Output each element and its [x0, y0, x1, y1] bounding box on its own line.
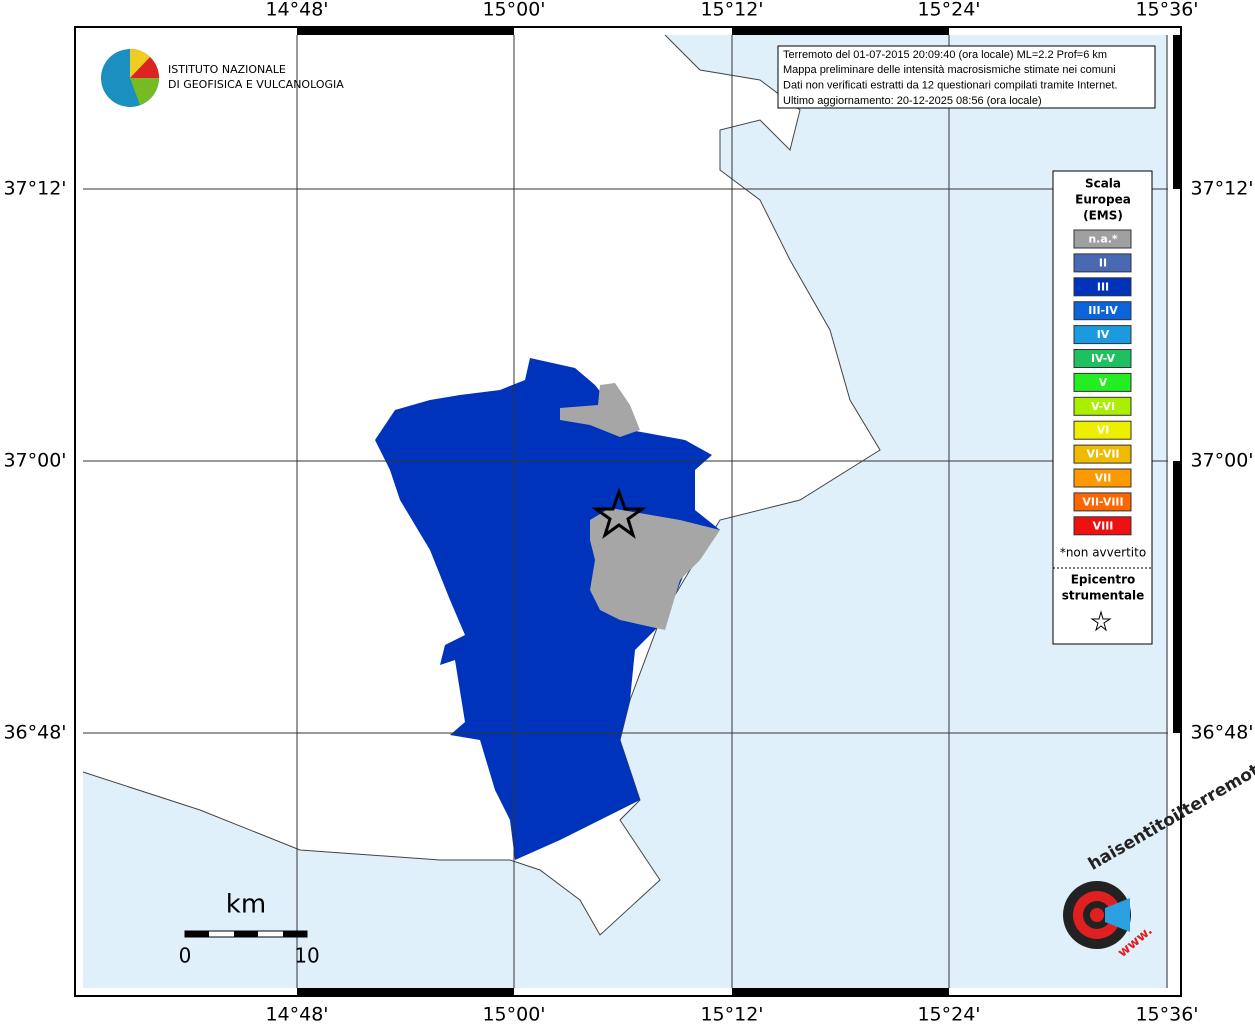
legend-title: Scala — [1085, 177, 1121, 191]
legend-label: IV — [1097, 328, 1110, 341]
lon-label: 15°24' — [917, 0, 980, 21]
scale-unit: km — [226, 890, 266, 920]
legend-label: VII-VIII — [1082, 495, 1123, 508]
legend-label: V-VI — [1091, 400, 1115, 413]
legend-swatch — [1073, 468, 1132, 488]
frame-bar — [297, 988, 514, 996]
lon-label: 15°12' — [700, 0, 763, 21]
legend-label: VI-VII — [1086, 448, 1119, 461]
info-line: Dati non verificati estratti da 12 quest… — [783, 80, 1117, 92]
scale-tick: 0 — [179, 944, 192, 968]
legend-label: III — [1097, 280, 1109, 293]
legend-swatch — [1073, 492, 1132, 512]
lon-label: 15°00' — [482, 1004, 545, 1025]
lon-label: 15°36' — [1135, 1004, 1198, 1025]
legend-swatch — [1073, 516, 1132, 536]
legend-swatch — [1073, 253, 1132, 273]
legend-swatch — [1073, 420, 1132, 440]
lat-label: 36°48' — [1190, 722, 1253, 744]
legend-swatch — [1073, 229, 1132, 249]
legend-label: II — [1099, 256, 1107, 269]
info-box — [777, 45, 1156, 109]
lon-label: 14°48' — [265, 0, 328, 21]
frame-bar — [1173, 461, 1181, 733]
legend-label: VII — [1095, 472, 1112, 485]
legend-epicenter: Epicentro — [1071, 573, 1136, 587]
legend-star — [1090, 610, 1112, 632]
legend-swatch — [1073, 325, 1132, 345]
lon-label: 15°00' — [482, 0, 545, 21]
lon-label: 15°12' — [700, 1004, 763, 1025]
lat-label: 36°48' — [3, 722, 66, 744]
legend-title: Europea — [1075, 193, 1131, 207]
lat-label: 37°00' — [1190, 450, 1253, 472]
legend-swatch — [1073, 301, 1132, 321]
lon-label: 15°36' — [1135, 0, 1198, 21]
legend-epicenter: strumentale — [1062, 589, 1145, 603]
lat-label: 37°12' — [1190, 178, 1253, 200]
info-line: Ultimo aggiornamento: 20-12-2025 08:56 (… — [783, 95, 1042, 107]
info-line: Terremoto del 01-07-2015 20:09:40 (ora l… — [783, 49, 1107, 61]
legend-swatch — [1073, 349, 1132, 368]
scale-bar: km 0 10 — [179, 890, 320, 968]
legend-label: n.a.* — [1088, 233, 1118, 246]
legend-swatch — [1073, 396, 1132, 416]
legend-note: *non avvertito — [1060, 546, 1146, 560]
legend-swatch — [1073, 372, 1132, 392]
intensity-region — [375, 358, 720, 860]
scale-tick: 10 — [294, 944, 319, 968]
legend-swatch — [1073, 444, 1132, 464]
legend-label: III-IV — [1088, 304, 1118, 317]
institute-name: ISTITUTO NAZIONALE — [168, 63, 286, 76]
info-line: Mappa preliminare delle intensità macros… — [783, 64, 1116, 76]
institute-name: DI GEOFISICA E VULCANOLOGIA — [168, 78, 344, 91]
na-region — [590, 508, 720, 630]
epicenter-star — [591, 487, 647, 539]
legend-label: VI — [1097, 424, 1110, 437]
frame-bar — [732, 988, 949, 996]
frame-bar — [297, 27, 514, 35]
ingv-logo: ISTITUTO NAZIONALE DI GEOFISICA E VULCAN… — [101, 49, 344, 107]
legend-label: VIII — [1093, 519, 1114, 532]
lat-label: 37°00' — [3, 450, 66, 472]
lon-label: 14°48' — [265, 1004, 328, 1025]
legend-label: IV-V — [1091, 352, 1116, 365]
frame-bar — [732, 27, 949, 35]
coastline — [82, 34, 881, 936]
lon-label: 15°24' — [917, 1004, 980, 1025]
legend-title: (EMS) — [1083, 209, 1123, 223]
legend-swatch — [1073, 277, 1132, 297]
lat-label: 37°12' — [3, 178, 66, 200]
legend-label: V — [1099, 376, 1108, 389]
sea — [83, 35, 1168, 988]
na-region — [560, 383, 640, 437]
frame-bar — [1173, 35, 1181, 189]
